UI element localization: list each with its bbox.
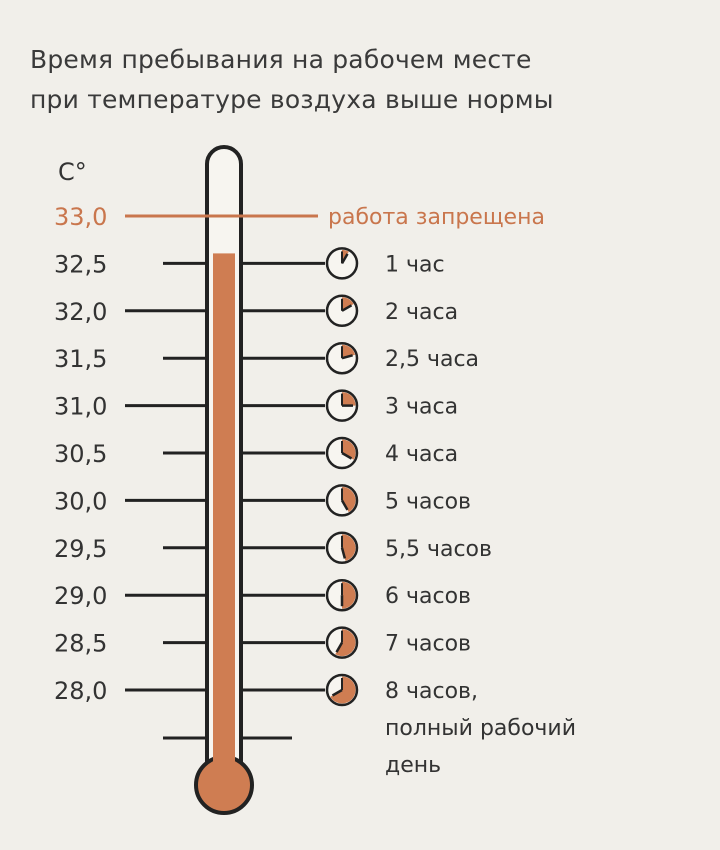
clock-icon (325, 341, 359, 375)
duration-label-9: 7 часов (385, 632, 471, 657)
temp-label-7: 29,5 (54, 535, 107, 563)
duration-extra-0: полный рабочий (385, 716, 576, 741)
temp-label-9: 28,5 (54, 630, 107, 658)
duration-label-1: 1 час (385, 252, 445, 277)
temperature-rows: 33,0 работа запрещена 32,5 1 час 32,0 2 часа 3… (54, 203, 576, 778)
temp-label-0: 33,0 (54, 203, 107, 231)
mercury-column (213, 253, 235, 785)
clock-icon (325, 626, 359, 659)
duration-label-10: 8 часов, (385, 679, 478, 704)
clock-icon (325, 484, 359, 517)
forbidden-label: работа запрещена (328, 205, 545, 230)
temp-label-2: 32,0 (54, 298, 107, 326)
clock-icon (325, 389, 359, 422)
title-line-1: Время пребывания на рабочем месте (30, 45, 532, 74)
temp-label-4: 31,0 (54, 393, 107, 421)
duration-extra-1: день (385, 753, 441, 778)
title-line-2: при температуре воздуха выше нормы (30, 85, 554, 114)
clock-icon (325, 247, 359, 280)
clock-icon (325, 673, 359, 707)
unit-label: C° (58, 158, 87, 186)
duration-label-7: 5,5 часов (385, 537, 492, 562)
duration-label-4: 3 часа (385, 395, 458, 420)
clock-icon (325, 294, 359, 328)
temp-label-5: 30,5 (54, 440, 107, 468)
duration-label-6: 5 часов (385, 489, 471, 514)
clock-icon (325, 578, 359, 612)
diagram-title: Время пребывания на рабочем месте при те… (30, 40, 670, 120)
duration-label-3: 2,5 часа (385, 347, 479, 372)
temp-label-8: 29,0 (54, 582, 107, 610)
clock-icon (325, 436, 359, 470)
temp-label-6: 30,0 (54, 487, 107, 515)
duration-label-2: 2 часа (385, 300, 458, 325)
clock-icon (325, 531, 359, 565)
temp-label-10: 28,0 (54, 677, 107, 705)
temp-label-1: 32,5 (54, 250, 107, 278)
duration-label-8: 6 часов (385, 584, 471, 609)
temp-label-3: 31,5 (54, 345, 107, 373)
duration-label-5: 4 часа (385, 442, 458, 467)
